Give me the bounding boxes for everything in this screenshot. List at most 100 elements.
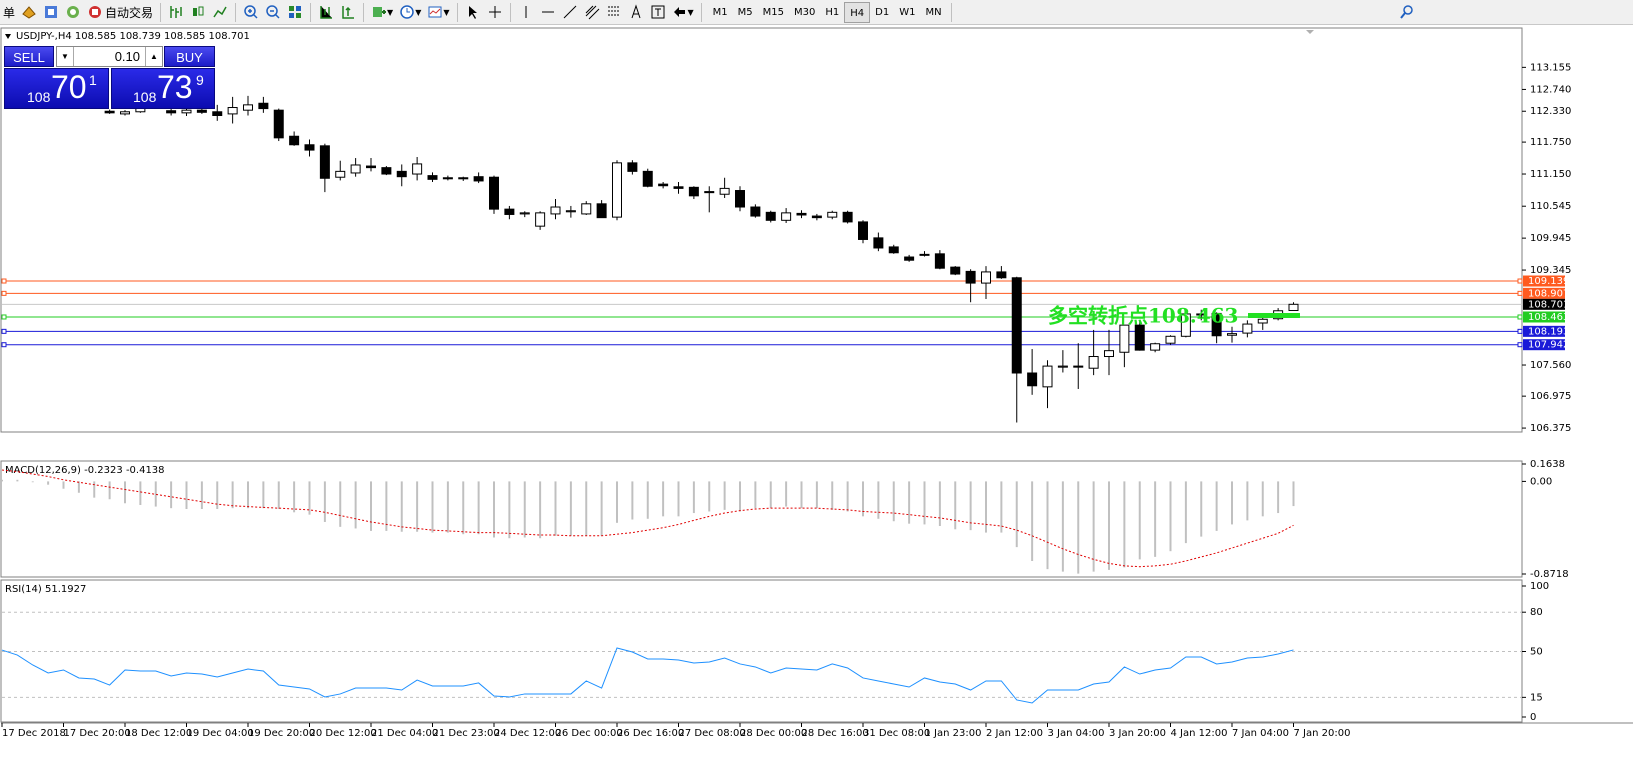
cursor-tool[interactable] bbox=[462, 2, 484, 23]
timeframe-button[interactable]: H1 bbox=[825, 6, 840, 18]
text-tool[interactable] bbox=[625, 2, 647, 23]
y-tick-label: 106.975 bbox=[1530, 391, 1571, 402]
lot-down[interactable]: ▼ bbox=[57, 47, 74, 66]
buy-button[interactable]: BUY bbox=[164, 46, 215, 67]
separator bbox=[509, 2, 511, 22]
toolbar: 单 自动交易 ▼ ▼ ▼ ▼ M1 M5 M15 M30 H1 H4 D1 W1 MN bbox=[0, 0, 1633, 25]
candle-body bbox=[196, 109, 207, 113]
symbol: USDJPY-,H4 bbox=[16, 31, 72, 42]
y-tick-label: 111.150 bbox=[1530, 169, 1571, 180]
candle-body bbox=[550, 206, 561, 215]
sell-button[interactable]: SELL bbox=[4, 46, 54, 67]
timeframe-button[interactable]: D1 bbox=[875, 6, 890, 18]
candle-body bbox=[719, 187, 730, 195]
candle-body bbox=[504, 208, 515, 215]
y-tick-label: 113.155 bbox=[1530, 62, 1571, 73]
candle-body bbox=[489, 176, 499, 210]
bid-price[interactable]: 108 70 1 bbox=[4, 68, 109, 109]
candle-body bbox=[304, 144, 315, 151]
candle-body bbox=[1196, 313, 1207, 316]
level-label: 108.463 bbox=[1528, 312, 1569, 323]
candle-body bbox=[1227, 333, 1237, 336]
macd-label: MACD(12,26,9) bbox=[5, 465, 81, 476]
candle-body bbox=[1088, 356, 1099, 369]
level-handle bbox=[1, 278, 7, 284]
level-label: 109.139 bbox=[1528, 276, 1569, 287]
candle-body bbox=[458, 177, 469, 180]
vline-tool[interactable] bbox=[515, 2, 537, 23]
y-tick-label: 0.1638 bbox=[1530, 459, 1565, 470]
candle-body bbox=[704, 191, 715, 194]
channel-tool[interactable] bbox=[581, 2, 603, 23]
tool-button[interactable] bbox=[18, 2, 40, 23]
timeframe-button[interactable]: M5 bbox=[737, 6, 753, 18]
timeframe-button[interactable]: M30 bbox=[794, 6, 816, 18]
hline-tool[interactable] bbox=[537, 2, 559, 23]
candle-body bbox=[319, 145, 330, 179]
template-menu[interactable]: ▼ bbox=[424, 2, 452, 23]
separator bbox=[950, 2, 952, 22]
y-tick-label: 111.750 bbox=[1530, 137, 1571, 148]
tool-button[interactable] bbox=[187, 2, 209, 23]
bid-sup: 1 bbox=[89, 72, 97, 88]
bid-main: 70 bbox=[51, 69, 87, 105]
lot-up[interactable]: ▲ bbox=[145, 47, 162, 66]
arrow-menu[interactable]: ▼ bbox=[669, 2, 697, 23]
level-label-bg bbox=[1523, 339, 1565, 351]
candle-body bbox=[750, 206, 761, 217]
y-tick-label: 107.560 bbox=[1530, 360, 1571, 371]
tool-button[interactable] bbox=[209, 2, 231, 23]
auto-trade-button[interactable]: 自动交易 bbox=[84, 2, 156, 23]
tool-button[interactable] bbox=[40, 2, 62, 23]
zoom-in[interactable] bbox=[240, 2, 262, 23]
timeframe-button[interactable]: MN bbox=[925, 6, 942, 18]
level-handle bbox=[1517, 328, 1523, 334]
x-tick-label: 28 Dec 00:00 bbox=[740, 728, 807, 739]
menu-item[interactable]: 单 bbox=[3, 5, 16, 20]
candle-body bbox=[996, 271, 1007, 279]
search-button[interactable] bbox=[1396, 2, 1418, 23]
x-tick-label: 2 Jan 12:00 bbox=[986, 728, 1043, 739]
separator bbox=[310, 2, 312, 22]
timeframe-button[interactable]: M1 bbox=[712, 6, 728, 18]
ask-price[interactable]: 108 73 9 bbox=[111, 68, 215, 109]
rsi-line bbox=[1, 647, 1294, 704]
trendline-tool[interactable] bbox=[559, 2, 581, 23]
tool-button[interactable] bbox=[165, 2, 187, 23]
label-tool[interactable] bbox=[647, 2, 669, 23]
y-tick-label: 80 bbox=[1530, 607, 1543, 618]
tool-button[interactable] bbox=[337, 2, 359, 23]
y-tick-label: 100 bbox=[1530, 581, 1549, 592]
macd-signal: -0.4138 bbox=[126, 465, 165, 476]
ask-big: 108 bbox=[133, 89, 157, 105]
tool-button[interactable] bbox=[315, 2, 337, 23]
ask-main: 73 bbox=[157, 69, 193, 105]
bid-big: 108 bbox=[27, 89, 51, 105]
crosshair-tool[interactable] bbox=[484, 2, 506, 23]
x-tick-label: 19 Dec 04:00 bbox=[187, 728, 254, 739]
y-tick-label: 0 bbox=[1530, 712, 1536, 723]
x-tick-label: 20 Dec 12:00 bbox=[310, 728, 377, 739]
timeframe-button[interactable]: W1 bbox=[899, 6, 916, 18]
level-label: 107.942 bbox=[1528, 340, 1569, 351]
level-handle bbox=[1517, 290, 1523, 296]
level-handle bbox=[1517, 314, 1523, 320]
candle-body bbox=[1104, 350, 1114, 358]
level-label-bg bbox=[1523, 311, 1565, 323]
tool-button[interactable] bbox=[62, 2, 84, 23]
timeframe-button[interactable]: M15 bbox=[762, 6, 785, 18]
tile-button[interactable] bbox=[284, 2, 306, 23]
open: 108.585 bbox=[75, 31, 116, 42]
fibo-tool[interactable] bbox=[603, 2, 625, 23]
indicator-menu[interactable]: ▼ bbox=[368, 2, 396, 23]
candle-body bbox=[1042, 365, 1053, 388]
zoom-out[interactable] bbox=[262, 2, 284, 23]
macd-signal-line bbox=[1, 469, 1294, 568]
timeframe-button[interactable]: H4 bbox=[844, 1, 871, 23]
x-tick-label: 19 Dec 20:00 bbox=[248, 728, 315, 739]
macd-panel bbox=[0, 460, 1523, 578]
period-menu[interactable]: ▼ bbox=[396, 2, 424, 23]
candle-body bbox=[335, 170, 346, 178]
lot-input[interactable]: 0.10 ▼ ▲ bbox=[56, 46, 163, 67]
